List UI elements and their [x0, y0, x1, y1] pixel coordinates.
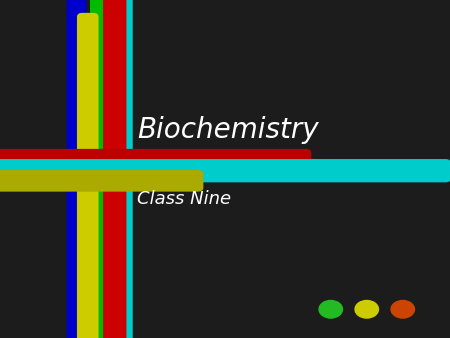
Circle shape [391, 300, 414, 318]
FancyBboxPatch shape [103, 0, 126, 338]
FancyBboxPatch shape [0, 170, 203, 192]
FancyBboxPatch shape [90, 0, 112, 338]
Text: Class Nine: Class Nine [137, 190, 231, 209]
Circle shape [355, 300, 378, 318]
Circle shape [319, 300, 342, 318]
FancyBboxPatch shape [77, 13, 99, 338]
FancyBboxPatch shape [67, 0, 86, 338]
FancyBboxPatch shape [0, 159, 450, 183]
FancyBboxPatch shape [110, 0, 133, 338]
Text: Biochemistry: Biochemistry [137, 116, 319, 144]
FancyBboxPatch shape [0, 149, 311, 172]
